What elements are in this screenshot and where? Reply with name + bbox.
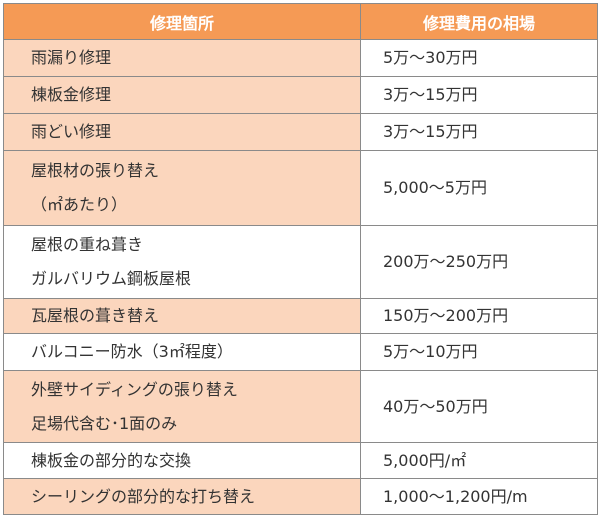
repair-item-line: 足場代含む･1面のみ [31,413,178,433]
repair-item-cell: 瓦屋根の葺き替え [3,298,361,334]
repair-cost-cell: 5万～30万円 [360,39,598,77]
repair-item-cell: 屋根の重ね葺き ガルバリウム鋼板屋根 [3,225,361,299]
repair-item-line: 外壁サイディングの張り替え [31,379,238,399]
repair-cost-cell: 5,000～5万円 [360,150,598,226]
repair-item-cell: 外壁サイディングの張り替え 足場代含む･1面のみ [3,370,361,443]
repair-cost-cell: 150万～200万円 [360,298,598,334]
table-row: 雨どい修理 3万～15万円 [3,113,598,151]
repair-item-cell: 雨どい修理 [3,113,361,151]
repair-cost-cell: 1,000～1,200円/m [360,478,598,515]
repair-cost-cell: 3万～15万円 [360,113,598,151]
table-row: 雨漏り修理 5万～30万円 [3,39,598,77]
repair-item-cell: 棟板金の部分的な交換 [3,442,361,479]
repair-cost-cell: 200万～250万円 [360,225,598,299]
repair-item-cell: 屋根材の張り替え （㎡あたり） [3,150,361,226]
repair-item-line: 屋根の重ね葺き [31,235,144,254]
table-row: 屋根材の張り替え （㎡あたり） 5,000～5万円 [3,150,598,226]
repair-item-cell: バルコニー防水（3㎡程度） [3,333,361,371]
repair-item-line: 屋根材の張り替え [31,161,160,180]
table-row: 屋根の重ね葺き ガルバリウム鋼板屋根 200万～250万円 [3,225,598,299]
repair-item-cell: シーリングの部分的な打ち替え [3,478,361,515]
repair-cost-cell: 5,000円/㎡ [360,442,598,479]
table-row: 棟板金修理 3万～15万円 [3,76,598,114]
table-row: シーリングの部分的な打ち替え 1,000～1,200円/m [3,478,598,515]
repair-item-cell: 雨漏り修理 [3,39,361,77]
repair-item-line: （㎡あたり） [31,195,128,214]
table-header-row: 修理箇所 修理費用の相場 [3,3,598,40]
repair-item-line: ガルバリウム鋼板屋根 [31,269,192,288]
table-row: 棟板金の部分的な交換 5,000円/㎡ [3,442,598,479]
repair-cost-cell: 3万～15万円 [360,76,598,114]
table-row: 瓦屋根の葺き替え 150万～200万円 [3,298,598,334]
table-row: バルコニー防水（3㎡程度） 5万～10万円 [3,333,598,371]
column-header-repair-item: 修理箇所 [3,3,361,40]
table-row: 外壁サイディングの張り替え 足場代含む･1面のみ 40万～50万円 [3,370,598,443]
repair-cost-cell: 40万～50万円 [360,370,598,443]
repair-cost-cell: 5万～10万円 [360,333,598,371]
column-header-repair-cost: 修理費用の相場 [360,3,598,40]
repair-item-cell: 棟板金修理 [3,76,361,114]
repair-cost-table-container: 修理箇所 修理費用の相場 雨漏り修理 5万～30万円 棟板金修理 3万～15万円… [3,3,598,515]
repair-cost-table: 修理箇所 修理費用の相場 雨漏り修理 5万～30万円 棟板金修理 3万～15万円… [3,3,598,515]
